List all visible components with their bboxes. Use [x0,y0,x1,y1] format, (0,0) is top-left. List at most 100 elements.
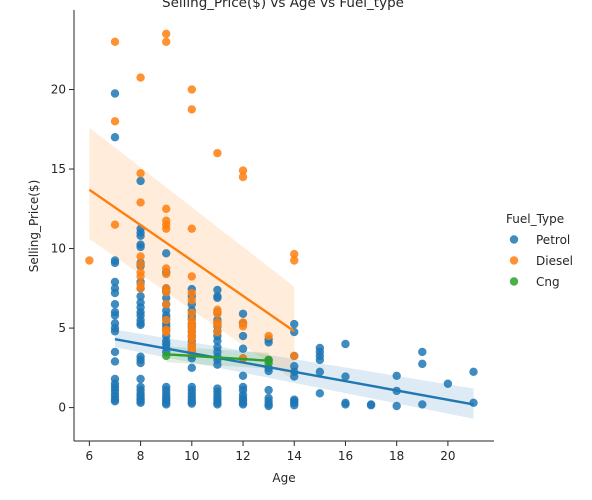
x-tick-label: 20 [440,449,455,463]
diesel-point [136,73,145,82]
petrol-point [238,371,248,380]
diesel-point [136,272,145,281]
diesel-point [162,29,171,39]
petrol-point [315,355,325,365]
petrol-point [187,399,196,408]
diesel-point [136,260,145,269]
petrol-point [392,401,401,411]
diesel-point [110,220,120,229]
legend-title: Fuel_Type [506,212,564,226]
petrol-point [136,320,145,330]
x-tick-label: 18 [389,449,404,463]
legend-marker-diesel [509,256,519,265]
diesel-point [187,308,196,318]
diesel-point [187,224,196,233]
diesel-point [136,198,145,207]
diesel-point [238,166,248,175]
diesel-point [187,272,196,281]
y-tick-label: 10 [51,242,66,256]
petrol-point [290,319,299,329]
diesel-point [162,288,171,297]
petrol-point [110,277,120,287]
petrol-point [136,374,145,384]
diesel-point [187,105,196,114]
petrol-point [418,400,427,409]
petrol-point [341,339,350,349]
y-axis-label: Selling_Price($) [27,180,41,273]
petrol-point [264,366,273,376]
petrol-point [162,400,171,409]
petrol-point [110,311,120,320]
legend: Fuel_Type Petrol Diesel Cng [506,212,573,289]
petrol-point [110,397,120,406]
petrol-point [238,400,248,409]
y-tick-label: 15 [51,162,66,176]
petrol-point [418,347,427,357]
petrol-point [213,400,222,409]
y-tick-label: 5 [58,321,66,335]
legend-label-petrol: Petrol [536,233,570,247]
cng-point [162,351,171,361]
petrol-point [136,292,145,301]
diesel-point [213,327,222,337]
x-tick-label: 12 [235,449,250,463]
x-tick-label: 6 [86,449,94,463]
diesel-point [213,321,222,330]
petrol-point [213,293,222,303]
petrol-point [136,358,145,368]
petrol-point [110,258,120,268]
petrol-regression-line [114,338,474,406]
petrol-point [264,385,273,395]
y-ticks: 0 5 10 15 20 [51,83,74,415]
petrol-point [392,371,401,380]
diesel-point [213,309,222,318]
x-tick-label: 16 [338,449,353,463]
petrol-point [110,300,120,309]
petrol-point [213,360,222,369]
petrol-point [136,231,145,241]
petrol-point [238,344,248,353]
diesel-point [187,85,196,94]
diesel-point [162,327,171,337]
diesel-point [110,117,120,126]
petrol-point [213,285,222,295]
legend-label-diesel: Diesel [536,254,573,268]
diesel-point [290,256,299,265]
petrol-point [136,242,145,252]
x-tick-label: 14 [287,449,302,463]
diesel-point [136,284,145,293]
diesel-point [238,322,248,331]
x-ticks: 6 8 10 12 14 16 18 20 [86,441,456,463]
diesel-point [187,296,196,305]
diesel-point [290,249,299,259]
petrol-point [341,372,350,381]
legend-marker-cng [509,277,519,286]
diesel-point [238,172,248,182]
petrol-point [110,288,120,298]
petrol-point [162,249,171,258]
x-axis-label: Age [272,471,295,485]
diesel-point [85,256,94,265]
scatter-points [85,29,478,411]
legend-marker-petrol [509,235,519,244]
petrol-point [418,359,427,369]
diesel-point [264,331,273,341]
diesel-point [213,148,222,158]
petrol-point [136,176,145,186]
petrol-point [136,398,145,408]
petrol-point [238,309,248,318]
diesel-point [162,315,171,325]
diesel-regression-line [88,188,295,333]
petrol-point [315,389,325,398]
petrol-point [110,89,120,98]
diesel-point [162,269,171,279]
petrol-point [469,367,478,377]
legend-label-cng: Cng [536,275,560,289]
diesel-point [136,252,145,261]
petrol-point [213,336,222,345]
axes [73,10,494,442]
diesel-point [136,169,145,178]
petrol-point [341,400,350,409]
petrol-point [238,331,248,341]
